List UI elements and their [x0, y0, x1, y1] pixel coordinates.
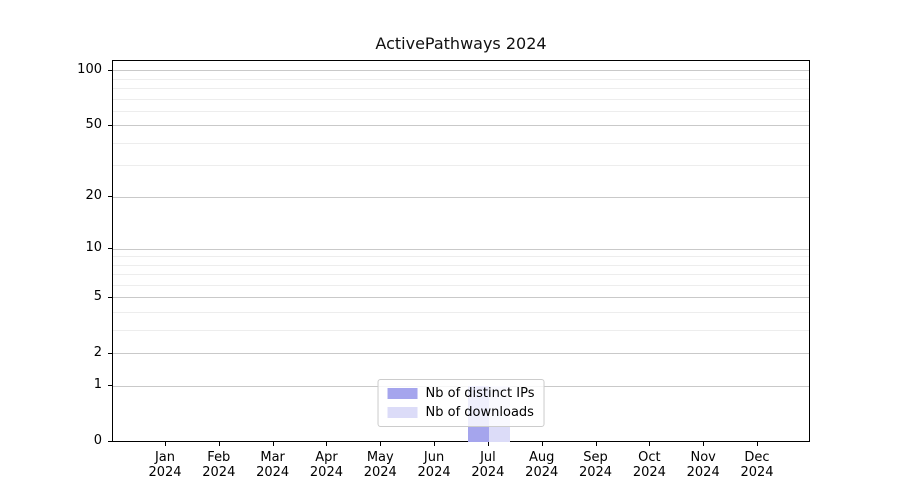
x-tick-label: Nov 2024 [675, 450, 731, 480]
legend-swatch-downloads [387, 407, 418, 418]
gridline-minor [113, 142, 809, 144]
x-tick-label: Apr 2024 [298, 450, 354, 480]
y-tick-label: 100 [77, 61, 102, 77]
y-tick-label: 5 [93, 288, 102, 304]
x-tick-mark [165, 442, 166, 446]
gridline-major [113, 70, 809, 72]
x-tick-mark [218, 442, 220, 446]
y-tick-mark [108, 69, 112, 71]
x-tick-month: Feb [207, 450, 231, 465]
x-tick-mark [757, 442, 758, 446]
gridline-minor [113, 98, 809, 100]
x-tick-label: May 2024 [352, 450, 408, 480]
gridline-major [113, 297, 809, 299]
y-tick-mark [108, 352, 112, 354]
gridline-minor [113, 165, 809, 167]
gridline-major [113, 248, 809, 250]
x-tick-month: Jul [480, 450, 496, 465]
y-tick-label: 50 [85, 116, 102, 132]
x-tick-label: Jan 2024 [137, 450, 193, 480]
gridline-minor [113, 87, 809, 89]
y-tick-label: 20 [85, 188, 102, 204]
gridline-minor [113, 256, 809, 258]
gridline-minor [113, 78, 809, 80]
y-tick-label: 1 [93, 377, 102, 393]
plot-area: Nb of distinct IPs Nb of downloads [112, 60, 810, 442]
gridline-minor [113, 312, 809, 314]
x-tick-month: Jan [154, 450, 176, 465]
x-tick-label: Sep 2024 [568, 450, 624, 480]
x-tick-month: Apr [315, 450, 338, 465]
x-tick-label: Mar 2024 [245, 450, 301, 480]
y-tick-mark [108, 296, 112, 298]
x-tick-year: 2024 [148, 465, 182, 480]
gridline-major [113, 125, 809, 127]
y-tick-label: 0 [93, 433, 102, 448]
x-tick-mark [649, 442, 651, 446]
x-tick-label: Feb 2024 [191, 450, 247, 480]
chart-title: ActivePathways 2024 [375, 34, 547, 53]
y-tick-label: 10 [85, 240, 102, 256]
x-tick-mark [595, 442, 597, 446]
y-tick-label: 2 [93, 344, 102, 360]
x-tick-mark [487, 442, 489, 446]
legend-item: Nb of downloads [387, 405, 535, 420]
x-tick-year: 2024 [471, 465, 505, 480]
legend-label: Nb of downloads [425, 405, 534, 420]
y-tick-mark [108, 124, 112, 126]
gridline-major [113, 353, 809, 355]
x-tick-mark [272, 442, 274, 446]
gridline-minor [113, 264, 809, 266]
gridline-minor [113, 329, 809, 331]
x-tick-month: May [366, 450, 394, 465]
gridline-minor [113, 110, 809, 112]
x-tick-year: 2024 [202, 465, 236, 480]
y-tick-mark [108, 441, 112, 442]
x-tick-month: Mar [260, 450, 285, 465]
x-tick-month: Dec [744, 450, 770, 465]
legend-label: Nb of distinct IPs [425, 386, 535, 401]
x-tick-month: Jun [423, 450, 445, 465]
x-tick-year: 2024 [256, 465, 290, 480]
x-tick-year: 2024 [632, 465, 666, 480]
gridline-minor [113, 274, 809, 276]
x-tick-month: Nov [690, 450, 716, 465]
x-tick-year: 2024 [417, 465, 451, 480]
x-tick-mark [326, 442, 328, 446]
legend-swatch-distinct-ips [387, 388, 418, 399]
x-tick-year: 2024 [525, 465, 559, 480]
x-tick-year: 2024 [686, 465, 720, 480]
x-tick-month: Oct [638, 450, 661, 465]
x-tick-mark [434, 442, 436, 446]
x-tick-month: Aug [529, 450, 555, 465]
y-tick-mark [108, 385, 112, 387]
x-tick-year: 2024 [363, 465, 397, 480]
x-tick-month: Sep [583, 450, 608, 465]
x-tick-label: Jun 2024 [406, 450, 462, 480]
x-tick-mark [703, 442, 705, 446]
gridline-minor [113, 284, 809, 286]
y-tick-mark [108, 196, 112, 198]
x-tick-label: Dec 2024 [729, 450, 785, 480]
legend-item: Nb of distinct IPs [387, 386, 535, 401]
legend: Nb of distinct IPs Nb of downloads [377, 379, 545, 427]
x-tick-year: 2024 [740, 465, 774, 480]
x-tick-label: Jul 2024 [460, 450, 516, 480]
x-tick-label: Aug 2024 [514, 450, 570, 480]
x-tick-label: Oct 2024 [621, 450, 677, 480]
x-tick-year: 2024 [309, 465, 343, 480]
gridline-major [113, 196, 809, 198]
x-tick-mark [380, 442, 382, 446]
x-tick-mark [541, 442, 543, 446]
x-tick-year: 2024 [578, 465, 613, 480]
y-tick-mark [108, 248, 112, 250]
